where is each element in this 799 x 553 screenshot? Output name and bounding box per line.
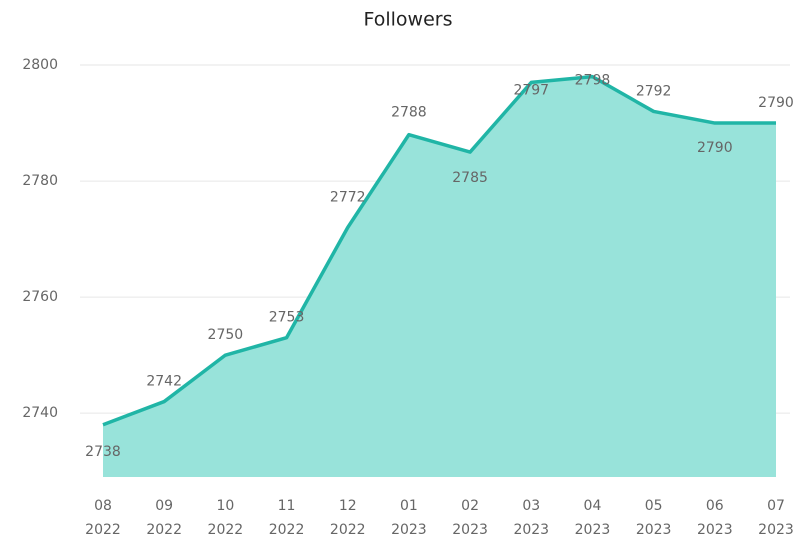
x-tick-label: 2022 bbox=[208, 522, 244, 538]
x-tick-label: 02 bbox=[461, 498, 479, 514]
data-label: 2785 bbox=[452, 170, 488, 186]
area bbox=[103, 76, 776, 477]
x-tick-label: 2023 bbox=[697, 522, 733, 538]
x-tick-label: 06 bbox=[706, 498, 724, 514]
x-tick-label: 2023 bbox=[636, 522, 672, 538]
x-tick-label: 04 bbox=[584, 498, 602, 514]
data-label: 2792 bbox=[636, 83, 672, 99]
x-tick-label: 11 bbox=[278, 498, 296, 514]
data-label: 2797 bbox=[513, 82, 549, 98]
data-label: 2750 bbox=[208, 327, 244, 343]
line bbox=[102, 74, 776, 427]
x-tick-label: 2022 bbox=[269, 522, 305, 538]
x-tick-label: 2023 bbox=[452, 522, 488, 538]
x-tick-label: 05 bbox=[645, 498, 663, 514]
x-tick-label: 10 bbox=[216, 498, 234, 514]
x-tick-label: 08 bbox=[94, 498, 112, 514]
y-tick-label: 2780 bbox=[22, 173, 58, 189]
data-label: 2742 bbox=[146, 374, 182, 390]
y-tick-label: 2760 bbox=[22, 289, 58, 305]
x-tick-label: 12 bbox=[339, 498, 357, 514]
data-label: 2798 bbox=[575, 73, 611, 89]
data-label: 2788 bbox=[391, 105, 427, 121]
x-tick-label: 2022 bbox=[330, 522, 366, 538]
x-tick-label: 2022 bbox=[146, 522, 182, 538]
x-tick-label: 2023 bbox=[391, 522, 427, 538]
x-tick-label: 01 bbox=[400, 498, 418, 514]
x-tick-label: 2023 bbox=[758, 522, 794, 538]
data-label: 2772 bbox=[330, 189, 366, 205]
x-tick-label: 2023 bbox=[513, 522, 549, 538]
y-tick-label: 2800 bbox=[22, 57, 58, 73]
x-tick-label: 07 bbox=[767, 498, 785, 514]
y-tick-label: 2740 bbox=[22, 405, 58, 421]
data-label: 2790 bbox=[758, 95, 794, 111]
x-tick-label: 09 bbox=[155, 498, 173, 514]
x-tick-label: 2022 bbox=[85, 522, 121, 538]
x-tick-label: 03 bbox=[522, 498, 540, 514]
x-tick-label: 2023 bbox=[575, 522, 611, 538]
data-label: 2753 bbox=[269, 310, 305, 326]
data-label: 2790 bbox=[697, 140, 733, 156]
data-label: 2738 bbox=[85, 444, 121, 460]
chart-title: Followers bbox=[364, 9, 453, 31]
